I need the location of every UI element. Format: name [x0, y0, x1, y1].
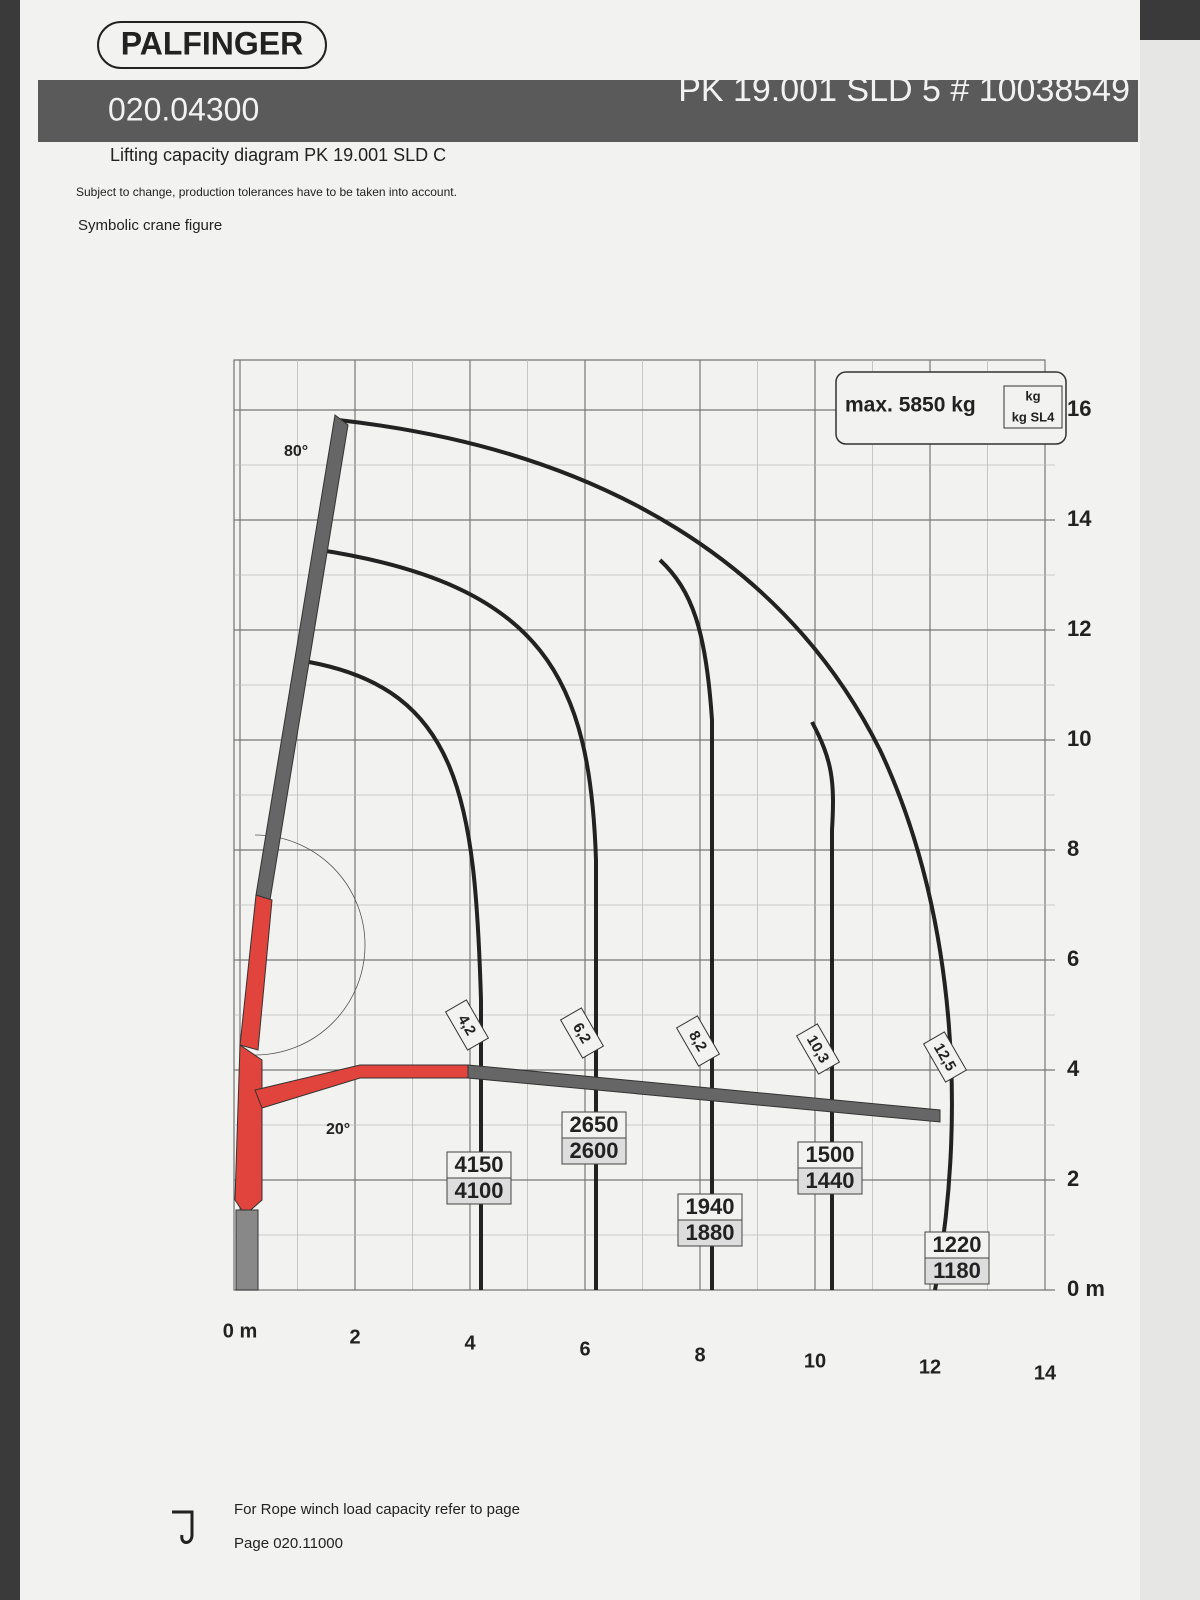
rope-note: For Rope winch load capacity refer to pa… [234, 1501, 520, 1518]
capacity-box [561, 1137, 627, 1165]
capacity-sl4: 1180 [933, 1258, 981, 1283]
envelopes [308, 418, 954, 1291]
x-axis-label: 4 [464, 1332, 476, 1354]
y-axis-label: 14 [1067, 506, 1092, 531]
boom-lower [239, 894, 273, 1051]
reach-marker: 6,2 [559, 1007, 605, 1059]
x-axis-label: 0 m [223, 1320, 257, 1342]
capacity-sl4: 2600 [570, 1138, 619, 1163]
y-axis-label: 10 [1067, 726, 1091, 751]
envelope-curve [337, 418, 954, 1291]
reach-marker: 8,2 [675, 1015, 721, 1067]
capacity-box [561, 1111, 627, 1139]
envelope-curve [658, 558, 714, 1290]
crane-figure [234, 414, 941, 1291]
y-axis-label: 6 [1067, 946, 1079, 971]
base [235, 1209, 259, 1291]
angle-top: 80° [284, 443, 308, 460]
y-axis-label: 4 [1067, 1056, 1080, 1081]
y-axis-label: 12 [1067, 616, 1091, 641]
x-axis-label: 6 [579, 1338, 590, 1360]
capacity-sl4: 1880 [686, 1220, 735, 1245]
envelope-curve [308, 660, 483, 1290]
header-band [38, 80, 1138, 142]
grid: 0 m 2 4 6 8 10 12 14 0 m 2 4 6 8 10 12 14 16 [223, 359, 1105, 1384]
slew-arc [254, 834, 366, 1056]
paper [20, 0, 1140, 1600]
capacity-box [677, 1193, 743, 1221]
envelope-curve [319, 548, 598, 1290]
brand: PALFINGER [121, 25, 304, 61]
angle-bottom: 20° [326, 1121, 350, 1138]
reach-markers: 4,2415041006,2265026008,21940188010,3150… [444, 999, 990, 1285]
figure-label: Symbolic crane figure [78, 217, 222, 234]
x-axis-label: 10 [804, 1350, 826, 1372]
jib-outer [467, 1064, 941, 1123]
envelope-curve [810, 721, 835, 1290]
subtitle: Lifting capacity diagram PK 19.001 SLD C [110, 145, 446, 165]
unit-top: kg [1025, 388, 1040, 403]
reach-tag [444, 999, 490, 1051]
capacity-box [446, 1177, 512, 1205]
reach-tag [795, 1023, 841, 1075]
page-ref: Page 020.11000 [234, 1535, 343, 1552]
y-axis-label: 8 [1067, 836, 1079, 861]
x-axis-label: 8 [694, 1344, 705, 1366]
capacity-sl4: 4100 [455, 1178, 504, 1203]
doc-number: 020.04300 [108, 91, 259, 127]
capacity: 1500 [806, 1142, 855, 1167]
note: Subject to change, production tolerances… [76, 185, 457, 199]
capacity-box [797, 1141, 863, 1169]
capacity-box [446, 1151, 512, 1179]
unit-bottom: kg SL4 [1012, 409, 1055, 424]
capacity: 4150 [455, 1152, 504, 1177]
reach-tag [559, 1007, 605, 1059]
capacity: 1940 [686, 1194, 735, 1219]
reach-tag [922, 1031, 968, 1083]
x-axis-label: 12 [919, 1356, 941, 1378]
brand-frame [97, 21, 327, 69]
x-axis-label: 2 [349, 1326, 360, 1348]
next-page [1140, 40, 1200, 1600]
capacity: 1220 [933, 1232, 982, 1257]
max-label: max. 5850 kg [845, 394, 976, 417]
capacity-sl4: 1440 [806, 1168, 855, 1193]
x-axis-label: 14 [1034, 1362, 1057, 1384]
reach-marker: 4,2 [444, 999, 490, 1051]
column [234, 1044, 263, 1216]
reach-tag [675, 1015, 721, 1067]
model-serial: PK 19.001 SLD 5 # 10038549 [678, 71, 1130, 109]
capacity-box [924, 1257, 990, 1285]
unit-box [1003, 385, 1063, 429]
y-axis-label: 0 m [1067, 1276, 1105, 1301]
capacity-box [797, 1167, 863, 1195]
y-axis-label: 16 [1067, 396, 1091, 421]
winch-icon [172, 1510, 194, 1544]
y-axis-label: 2 [1067, 1166, 1079, 1191]
capacity: 2650 [570, 1112, 619, 1137]
capacity-box [677, 1219, 743, 1247]
